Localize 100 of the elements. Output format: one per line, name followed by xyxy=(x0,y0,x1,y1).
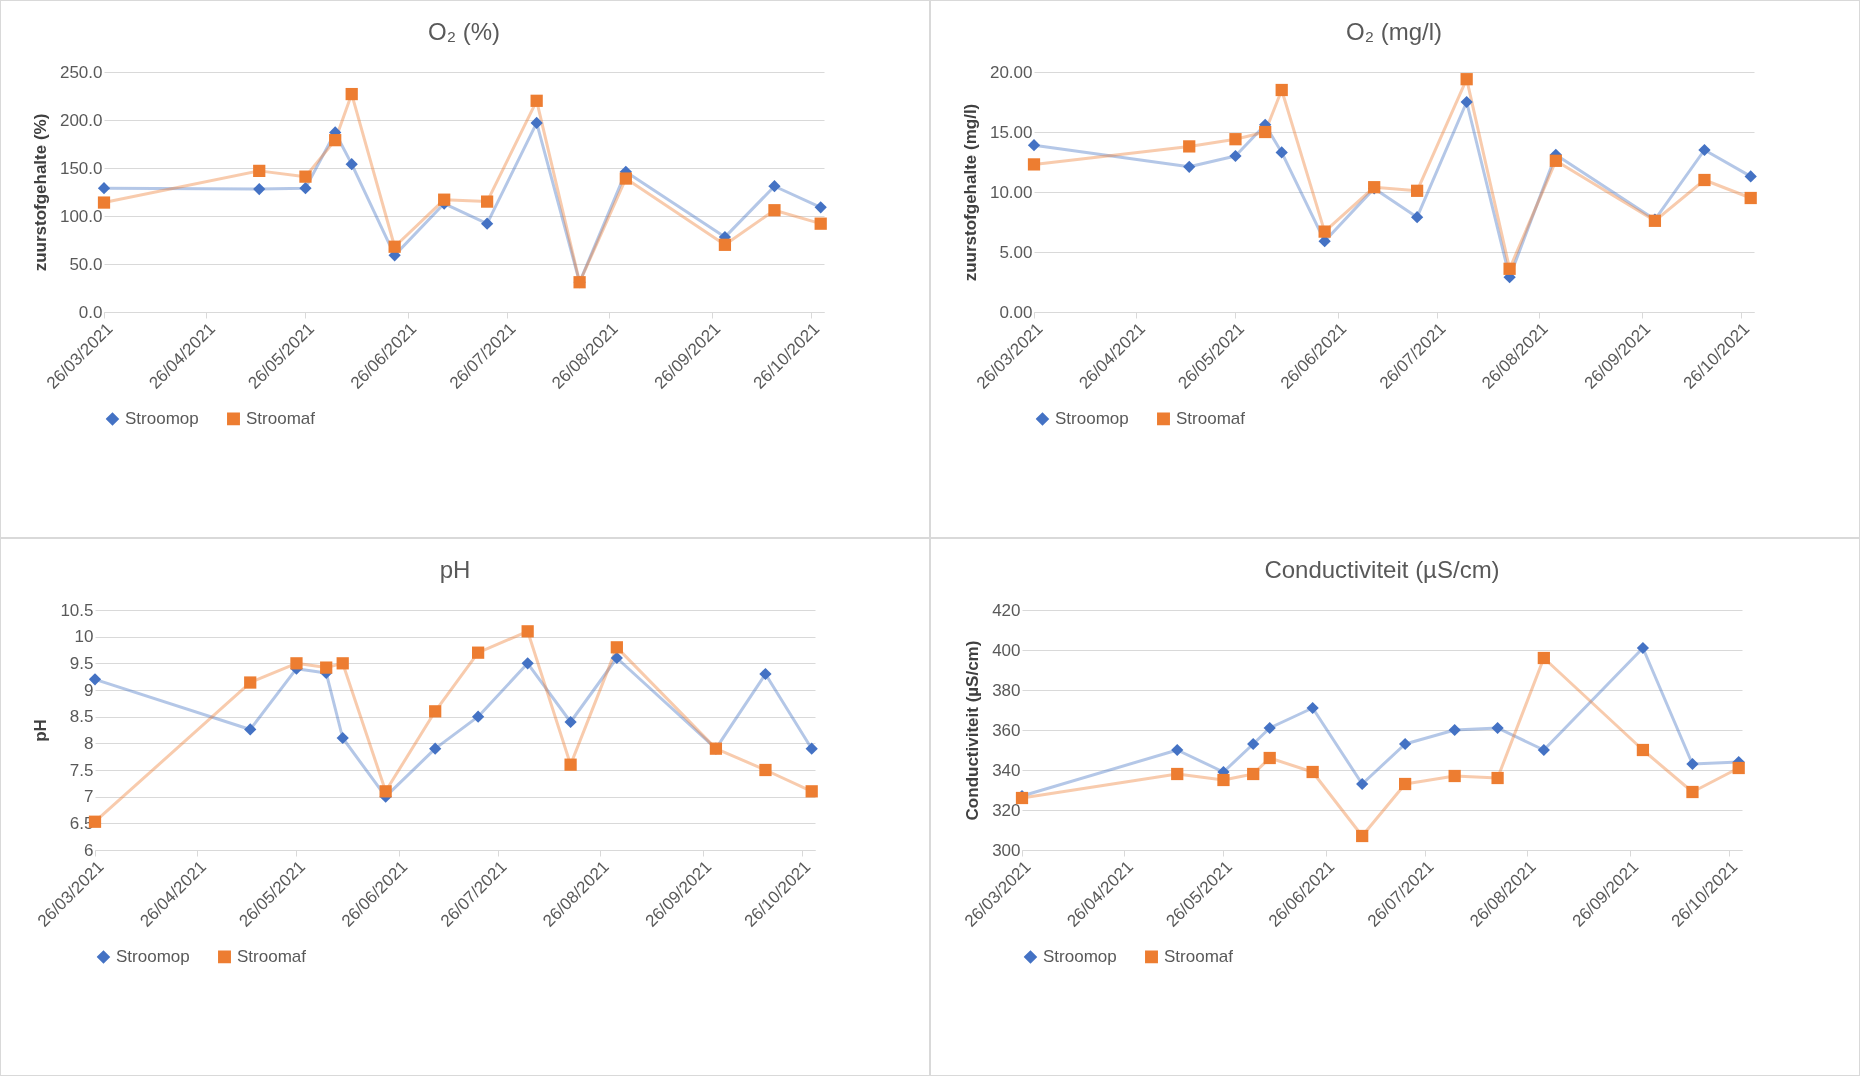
point xyxy=(290,657,303,670)
y-tick-label: 10.00 xyxy=(989,182,1033,202)
point xyxy=(1537,651,1550,665)
point xyxy=(1171,767,1184,781)
point xyxy=(1217,773,1230,787)
y-axis-title: zuurstofgehalte (mg/l) xyxy=(960,103,980,282)
point xyxy=(610,651,623,665)
y-axis-title: pH xyxy=(31,719,51,742)
y-tick-label: 8.5 xyxy=(69,707,94,727)
point xyxy=(1247,767,1260,781)
point xyxy=(1399,737,1412,751)
chart-title: pH xyxy=(439,556,471,583)
point xyxy=(253,183,266,196)
point xyxy=(1744,170,1757,183)
point xyxy=(1411,184,1424,197)
legend-label: Stroomaf xyxy=(1164,946,1234,966)
point xyxy=(768,204,781,217)
chart-title: O₂ (%) xyxy=(428,18,500,45)
point xyxy=(253,164,266,177)
y-tick-label: 9 xyxy=(84,680,94,700)
y-tick-label: 10 xyxy=(74,627,94,647)
point xyxy=(472,646,485,659)
y-tick-label: 9.5 xyxy=(69,653,94,673)
point xyxy=(1744,191,1757,205)
point xyxy=(1549,154,1562,167)
point xyxy=(1698,143,1711,157)
point xyxy=(1491,721,1504,735)
point xyxy=(429,742,442,755)
point xyxy=(1027,139,1041,152)
y-tick-label: 7 xyxy=(84,787,94,807)
point xyxy=(97,182,111,195)
point xyxy=(1537,743,1550,757)
y-tick-label: 8 xyxy=(84,733,94,753)
y-tick-label: 50.0 xyxy=(69,254,103,274)
y-tick-label: 0.0 xyxy=(78,302,103,322)
point xyxy=(336,731,349,745)
y-tick-label: 150.0 xyxy=(59,158,103,178)
y-tick-label: 5.00 xyxy=(999,242,1033,262)
y-tick-label: 6 xyxy=(84,840,94,860)
point xyxy=(530,94,543,107)
point xyxy=(1229,133,1242,146)
point xyxy=(1306,765,1319,779)
legend-label: Stroomaf xyxy=(246,408,316,428)
legend-label: Stroomop xyxy=(125,408,199,428)
point xyxy=(1247,737,1260,751)
point xyxy=(1732,761,1745,775)
point xyxy=(472,710,485,723)
point xyxy=(619,172,632,185)
legend-label: Stroomaf xyxy=(1176,408,1246,428)
point xyxy=(1636,743,1650,757)
point xyxy=(1460,73,1473,86)
point xyxy=(1460,95,1473,109)
chart-title: Conductiviteit (µS/cm) xyxy=(1264,556,1500,583)
point xyxy=(1259,125,1272,139)
y-tick-label: 320 xyxy=(992,800,1021,820)
legend-label: Stroomop xyxy=(1043,946,1117,966)
point xyxy=(429,705,442,718)
point xyxy=(88,673,102,686)
y-tick-label: 100.0 xyxy=(59,206,103,226)
point xyxy=(345,158,358,171)
y-tick-label: 360 xyxy=(992,720,1021,740)
point xyxy=(1356,829,1369,843)
y-tick-label: 200.0 xyxy=(59,110,103,130)
point xyxy=(814,217,827,230)
y-tick-label: 380 xyxy=(992,680,1021,700)
legend-label: Stroomop xyxy=(116,946,190,966)
point xyxy=(759,763,772,777)
point xyxy=(805,742,818,755)
point xyxy=(336,657,349,670)
point xyxy=(610,641,623,654)
point xyxy=(244,723,257,736)
y-tick-label: 300 xyxy=(992,840,1021,860)
point xyxy=(564,758,577,771)
point xyxy=(1448,769,1461,783)
point xyxy=(521,657,534,670)
point xyxy=(805,785,818,798)
point xyxy=(718,238,732,251)
legend-label: Stroomop xyxy=(1055,408,1129,428)
point xyxy=(1448,723,1461,737)
point xyxy=(1686,785,1699,799)
point xyxy=(97,196,111,209)
point xyxy=(1698,173,1711,187)
point xyxy=(299,170,312,183)
point xyxy=(1275,83,1288,97)
point xyxy=(530,116,543,129)
point xyxy=(1263,751,1276,765)
y-axis-title: zuurstofgehalte (%) xyxy=(30,113,50,272)
y-tick-label: 10.5 xyxy=(60,600,94,620)
point xyxy=(1183,160,1196,173)
y-tick-label: 20.00 xyxy=(989,62,1033,82)
legend-label: Stroomaf xyxy=(237,946,307,966)
point xyxy=(481,217,494,230)
point xyxy=(388,240,401,253)
point xyxy=(481,195,494,208)
point xyxy=(1306,701,1319,715)
point xyxy=(1229,149,1242,163)
point xyxy=(244,676,257,689)
point xyxy=(814,201,827,214)
point xyxy=(329,134,342,147)
point xyxy=(1183,140,1196,153)
